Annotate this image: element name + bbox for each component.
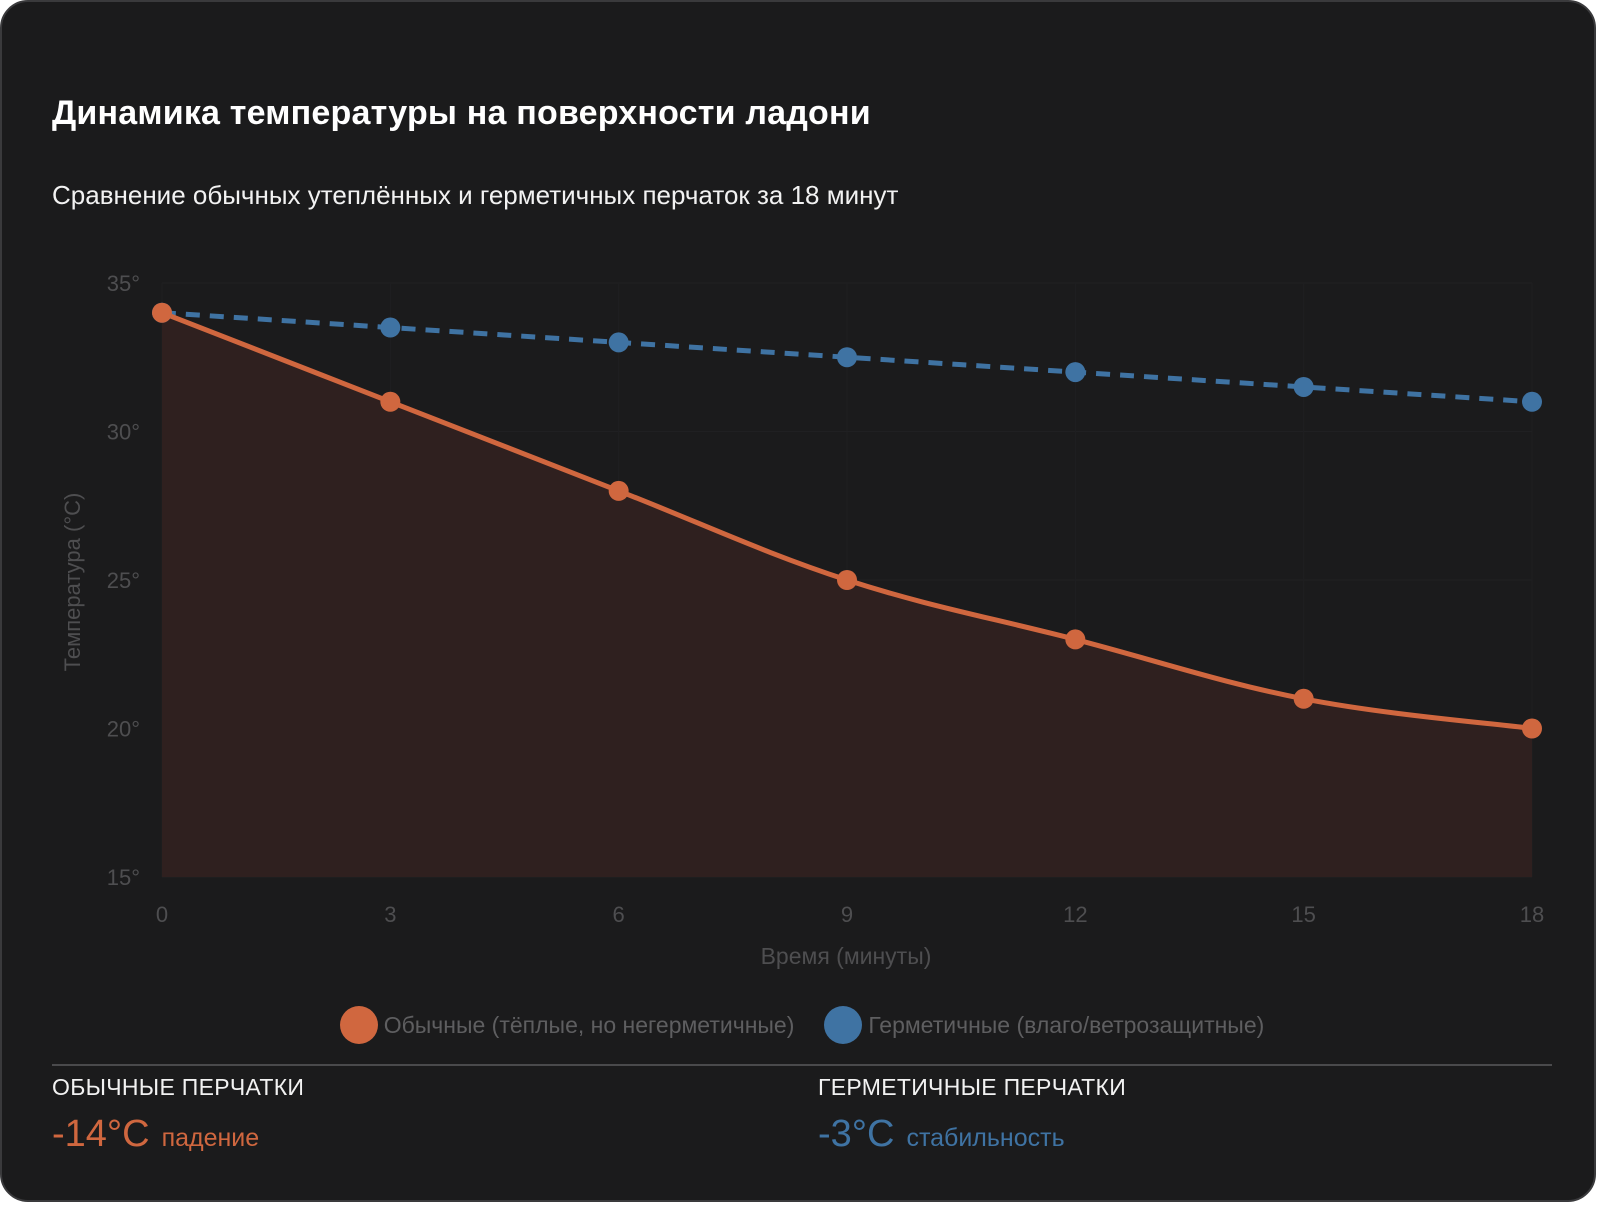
stat-label: ОБЫЧНЫЕ ПЕРЧАТКИ: [52, 1074, 305, 1100]
legend-item-regular[interactable]: Обычные (тёплые, но негерметичные): [339, 1006, 795, 1044]
x-axis-ticks: 0 3 6 9 12 15 18: [156, 902, 1544, 927]
y-axis-label: Температура (°C): [60, 493, 85, 672]
y-tick-label: 25°: [107, 568, 140, 593]
y-tick-label: 30°: [107, 420, 140, 445]
data-point-regular[interactable]: [152, 302, 172, 323]
stat-note: стабильность: [906, 1124, 1065, 1152]
stat-value: -14°C: [52, 1113, 150, 1155]
x-tick-label: 0: [156, 902, 168, 927]
legend-label-regular: Обычные (тёплые, но негерметичные): [383, 1011, 795, 1038]
x-tick-label: 6: [613, 902, 625, 927]
data-point-sealed[interactable]: [608, 332, 629, 353]
data-point-sealed[interactable]: [1522, 391, 1542, 412]
stat-label: ГЕРМЕТИЧНЫЕ ПЕРЧАТКИ: [818, 1074, 1127, 1100]
data-point-regular[interactable]: [380, 391, 401, 412]
data-point-regular[interactable]: [1522, 718, 1542, 739]
x-tick-label: 3: [384, 902, 396, 927]
stat-sealed-gloves: ГЕРМЕТИЧНЫЕ ПЕРЧАТКИ -3°C стабильность: [818, 1074, 1126, 1156]
line-chart: 15° 20° 25° 30° 35° 0 3 6 9 12 15 18 Температура (…: [60, 271, 1544, 969]
stat-value: -3°C: [818, 1113, 895, 1155]
stat-regular-gloves: ОБЫЧНЫЕ ПЕРЧАТКИ -14°C падение: [52, 1074, 304, 1156]
chart-legend: Обычные (тёплые, но негерметичные) Герме…: [2, 1006, 1594, 1044]
data-point-regular[interactable]: [837, 570, 857, 590]
x-tick-label: 12: [1063, 902, 1087, 927]
stats-divider: [52, 1064, 1552, 1066]
stat-note: падение: [161, 1124, 260, 1152]
data-point-sealed[interactable]: [837, 347, 857, 368]
data-point-regular[interactable]: [1065, 629, 1086, 650]
data-point-regular[interactable]: [608, 480, 629, 501]
series-points: [152, 302, 1542, 739]
legend-swatch-regular: [339, 1006, 378, 1044]
data-point-sealed[interactable]: [1065, 362, 1086, 383]
legend-label-sealed: Герметичные (влаго/ветрозащитные): [868, 1011, 1265, 1038]
data-point-regular[interactable]: [1293, 688, 1314, 709]
y-tick-label: 15°: [107, 865, 140, 890]
data-point-sealed[interactable]: [380, 317, 401, 338]
chart-title: Динамика температуры на поверхности ладо…: [52, 94, 871, 132]
y-tick-label: 20°: [107, 717, 140, 742]
data-point-sealed[interactable]: [1293, 376, 1314, 397]
area-fill: [162, 312, 1532, 877]
area-regular: [162, 312, 1532, 877]
legend-swatch-sealed: [824, 1006, 863, 1044]
x-axis-label: Время (минуты): [761, 943, 932, 969]
x-tick-label: 18: [1520, 902, 1544, 927]
y-axis-ticks: 15° 20° 25° 30° 35°: [107, 271, 140, 890]
chart-subtitle: Сравнение обычных утеплённых и герметичн…: [52, 180, 899, 210]
x-tick-label: 9: [841, 902, 853, 927]
legend-item-sealed[interactable]: Герметичные (влаго/ветрозащитные): [824, 1006, 1264, 1044]
x-tick-label: 15: [1291, 902, 1315, 927]
y-tick-label: 35°: [107, 271, 140, 296]
